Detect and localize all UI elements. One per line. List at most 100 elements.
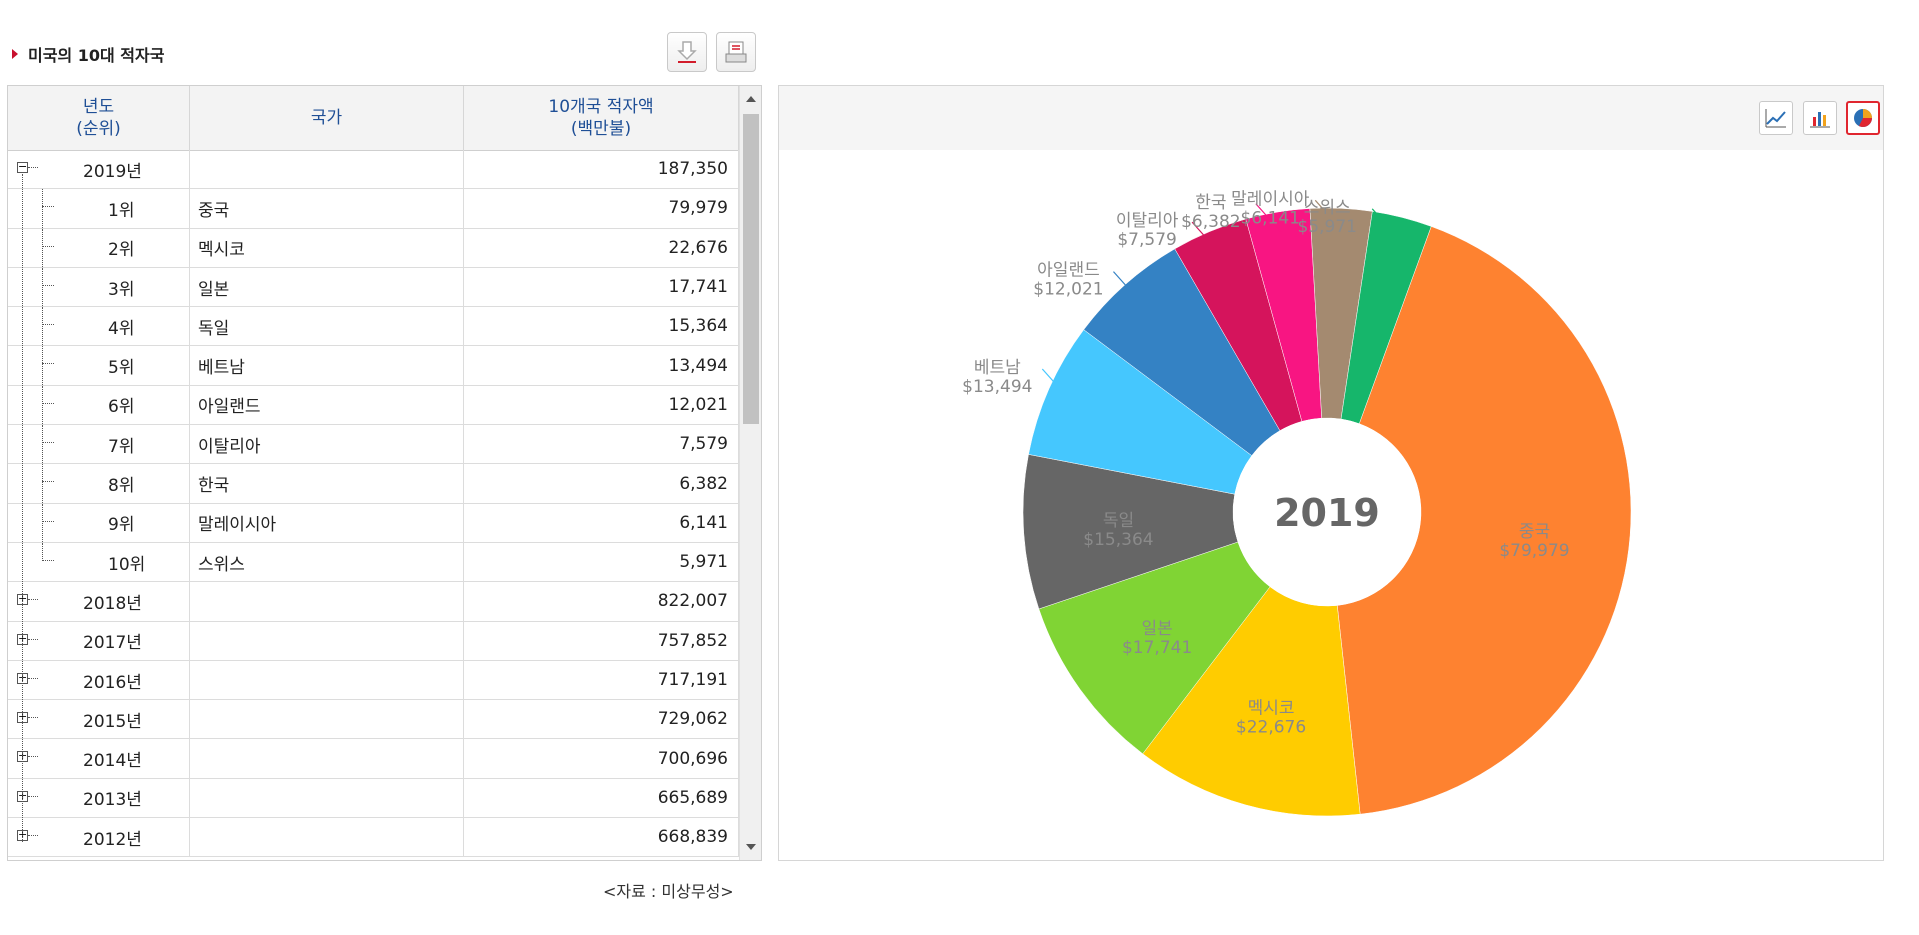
download-button[interactable] bbox=[667, 32, 707, 72]
leader-line bbox=[1371, 208, 1398, 238]
header-year[interactable]: 년도 (순위) bbox=[8, 86, 190, 150]
amount-cell: 668,839 bbox=[464, 818, 739, 857]
table-row[interactable]: +2012년 668,839 bbox=[8, 818, 739, 858]
tree-connector bbox=[28, 835, 38, 837]
tree-connector bbox=[42, 245, 54, 247]
tree-connector bbox=[28, 638, 38, 640]
amount-cell: 822,007 bbox=[464, 582, 739, 621]
country-cell: 베트남 bbox=[190, 346, 464, 385]
table-row[interactable]: 1위 중국 79,979 bbox=[8, 189, 739, 229]
country-cell bbox=[190, 582, 464, 621]
country-cell: 말레이시아 bbox=[190, 503, 464, 542]
table-row[interactable]: 8위 한국 6,382 bbox=[8, 464, 739, 504]
table-row[interactable]: +2014년 700,696 bbox=[8, 739, 739, 779]
country-cell: 이탈리아 bbox=[190, 425, 464, 464]
country-cell: 멕시코 bbox=[190, 228, 464, 267]
table-row[interactable]: +2013년 665,689 bbox=[8, 778, 739, 819]
amount-cell: 729,062 bbox=[464, 700, 739, 739]
table-row[interactable]: 10위 스위스 5,971 bbox=[8, 542, 739, 583]
print-button[interactable] bbox=[716, 32, 756, 72]
year-label: 2017년 bbox=[83, 633, 142, 654]
slice-value-label: $15,364 bbox=[1083, 530, 1153, 550]
table-row[interactable]: +2015년 729,062 bbox=[8, 700, 739, 740]
table-row[interactable]: 6위 아일랜드 12,021 bbox=[8, 385, 739, 426]
slice-name-label: 이탈리아 bbox=[1116, 211, 1179, 231]
table-row[interactable]: +2017년 757,852 bbox=[8, 621, 739, 661]
rank-cell: 1위 bbox=[8, 189, 190, 228]
slice-value-label: $79,979 bbox=[1499, 541, 1569, 561]
country-cell: 독일 bbox=[190, 307, 464, 346]
scroll-up-icon[interactable] bbox=[746, 96, 756, 102]
table-row[interactable]: − 2019년 187,350 bbox=[8, 150, 739, 190]
collapse-icon[interactable]: − bbox=[17, 160, 28, 173]
chart-toolbar bbox=[779, 86, 1883, 150]
amount-cell: 6,141 bbox=[464, 503, 739, 542]
table-row[interactable]: 9위 말레이시아 6,141 bbox=[8, 503, 739, 543]
amount-cell: 22,676 bbox=[464, 228, 739, 267]
scroll-thumb[interactable] bbox=[743, 114, 759, 424]
country-cell bbox=[190, 150, 464, 189]
country-cell: 스위스 bbox=[190, 542, 464, 582]
tree-connector bbox=[42, 481, 54, 483]
table-row[interactable]: 2위 멕시코 22,676 bbox=[8, 228, 739, 268]
tree-connector bbox=[42, 442, 54, 444]
table-scrollbar[interactable] bbox=[739, 86, 761, 860]
slice-value-label: $6,141 bbox=[1241, 208, 1300, 228]
tree-connector bbox=[42, 324, 54, 326]
table-row[interactable]: 7위 이탈리아 7,579 bbox=[8, 425, 739, 465]
tree-connector bbox=[42, 520, 54, 522]
rank-cell: 2위 bbox=[8, 228, 190, 267]
rank-label: 5위 bbox=[108, 358, 135, 379]
pie-chart-button[interactable] bbox=[1846, 101, 1880, 135]
slice-value-label: $22,676 bbox=[1236, 717, 1306, 737]
tree-connector bbox=[42, 464, 43, 503]
rank-label: 8위 bbox=[108, 476, 135, 497]
slice-name-label: 독일 bbox=[1103, 511, 1134, 531]
year-cell: +2015년 bbox=[8, 700, 190, 739]
header-amount-line2: (백만불) bbox=[570, 119, 632, 139]
slice-name-label: 베트남 bbox=[974, 358, 1021, 378]
tree-connector bbox=[42, 307, 43, 346]
amount-cell: 7,579 bbox=[464, 425, 739, 464]
amount-cell: 717,191 bbox=[464, 660, 739, 700]
tree-connector bbox=[28, 756, 38, 758]
rank-label: 7위 bbox=[108, 436, 135, 457]
leader-line bbox=[1191, 221, 1218, 251]
table-row[interactable]: +2018년 822,007 bbox=[8, 582, 739, 622]
tree-connector bbox=[28, 599, 38, 601]
table-header: 년도 (순위) 국가 10개국 적자액 (백만불) bbox=[8, 86, 739, 151]
table-row[interactable]: 4위 독일 15,364 bbox=[8, 307, 739, 347]
year-label: 2013년 bbox=[83, 790, 142, 811]
donut-hole bbox=[1233, 418, 1421, 606]
slice-name-label: 중국 bbox=[1519, 522, 1550, 542]
rank-cell: 3위 bbox=[8, 267, 190, 307]
amount-cell: 13,494 bbox=[464, 346, 739, 385]
amount-cell: 79,979 bbox=[464, 189, 739, 228]
tree-connector bbox=[42, 385, 43, 425]
tree-connector bbox=[42, 189, 43, 228]
amount-cell: 700,696 bbox=[464, 739, 739, 778]
scroll-down-icon[interactable] bbox=[746, 844, 756, 850]
tree-connector bbox=[42, 284, 54, 286]
table-row[interactable]: 5위 베트남 13,494 bbox=[8, 346, 739, 386]
rank-cell: 6위 bbox=[8, 385, 190, 425]
amount-cell: 5,971 bbox=[464, 542, 739, 582]
year-cell: +2013년 bbox=[8, 778, 190, 818]
tree-connector bbox=[42, 402, 54, 404]
bar-chart-button[interactable] bbox=[1803, 101, 1837, 135]
year-label: 2015년 bbox=[83, 711, 142, 732]
slice-name-label: 아일랜드 bbox=[1037, 261, 1100, 281]
line-chart-button[interactable] bbox=[1759, 101, 1793, 135]
print-icon bbox=[725, 41, 747, 63]
country-cell bbox=[190, 700, 464, 739]
leader-line bbox=[1041, 368, 1068, 398]
rank-label: 4위 bbox=[108, 318, 135, 339]
amount-cell: 15,364 bbox=[464, 307, 739, 346]
header-amount[interactable]: 10개국 적자액 (백만불) bbox=[464, 86, 739, 150]
table-row[interactable]: 3위 일본 17,741 bbox=[8, 267, 739, 308]
country-cell: 중국 bbox=[190, 189, 464, 228]
tree-connector bbox=[42, 206, 54, 208]
header-country[interactable]: 국가 bbox=[190, 86, 464, 150]
table-row[interactable]: +2016년 717,191 bbox=[8, 660, 739, 701]
leader-line bbox=[1113, 271, 1139, 301]
